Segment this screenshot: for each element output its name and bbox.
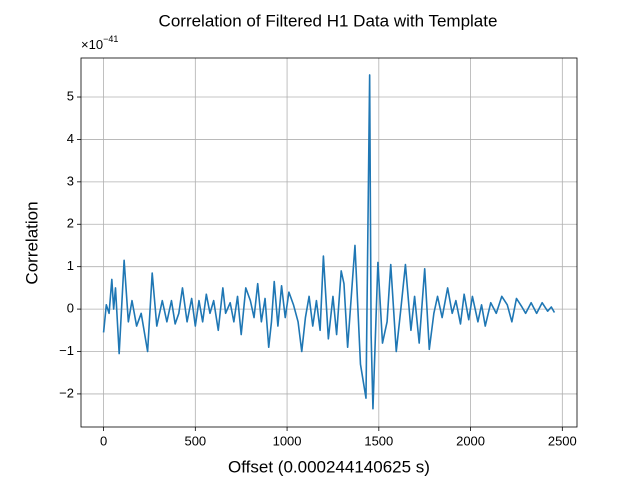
y-offset-text: ×10−41 xyxy=(81,34,118,52)
x-tick-label: 2000 xyxy=(456,433,485,448)
y-tick-label: 1 xyxy=(67,258,74,273)
data-line xyxy=(102,74,556,410)
x-axis-label: Offset (0.000244140625 s) xyxy=(228,457,430,476)
x-tick-label: 1500 xyxy=(364,433,393,448)
offset-exponent: −41 xyxy=(103,34,118,44)
plot-frame xyxy=(80,57,578,428)
y-axis-label: Correlation xyxy=(22,201,41,284)
y-tick-label: −2 xyxy=(59,385,74,400)
x-tick-label: 0 xyxy=(100,433,107,448)
y-tick-label: 2 xyxy=(67,216,74,231)
y-tick-label: 0 xyxy=(67,301,74,316)
y-tick-label: 3 xyxy=(67,173,74,188)
offset-base: ×10 xyxy=(81,37,103,52)
y-tick-label: 5 xyxy=(67,88,74,103)
x-tick-label: 1000 xyxy=(273,433,302,448)
y-tick-label: 4 xyxy=(67,131,74,146)
y-tick-label: −1 xyxy=(59,343,74,358)
chart-title: Correlation of Filtered H1 Data with Tem… xyxy=(159,11,498,30)
x-tick-label: 500 xyxy=(184,433,206,448)
x-tick-label: 2500 xyxy=(548,433,577,448)
